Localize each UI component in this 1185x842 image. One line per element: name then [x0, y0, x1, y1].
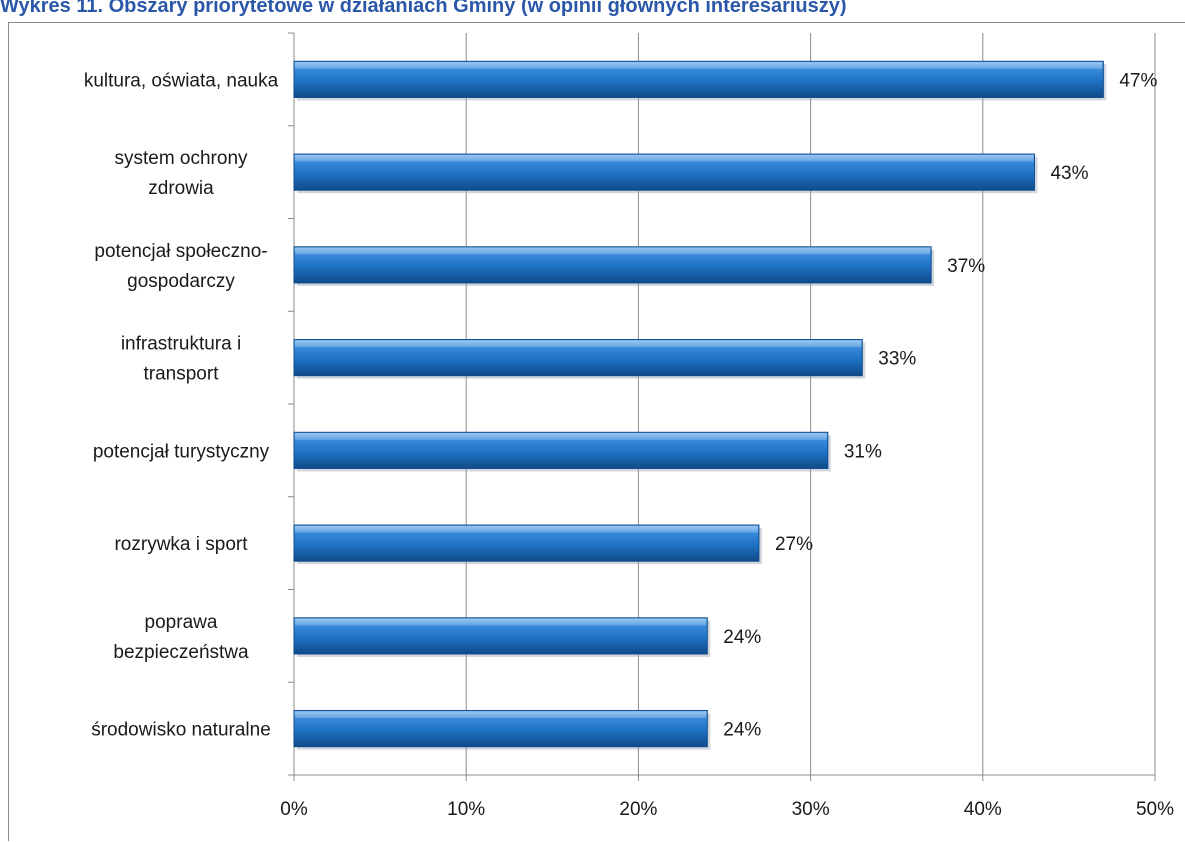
x-tick-label: 30%	[792, 799, 830, 820]
data-label: 37%	[947, 256, 985, 277]
bar-highlight	[295, 340, 862, 348]
bar-highlight	[295, 711, 707, 719]
x-tick-label: 0%	[280, 799, 308, 820]
category-label: środowisko naturalne	[91, 720, 271, 741]
bars	[293, 60, 1107, 750]
category-label: kultura, oświata, nauka	[84, 70, 279, 91]
data-label: 47%	[1119, 70, 1157, 91]
bar-chart: 0% 10% 20% 30% 40% 50% 47% kultura, oświata, na…	[84, 32, 1174, 820]
bar	[293, 710, 708, 748]
chart-title: Wykres 11. Obszary priorytetowe w działa…	[0, 0, 847, 17]
data-label: 31%	[844, 441, 882, 462]
labels: 0% 10% 20% 30% 40% 50% 47% kultura, oświata, na…	[84, 70, 1174, 820]
gridlines	[465, 33, 1156, 775]
data-label: 43%	[1050, 163, 1088, 184]
category-label: poprawa	[145, 612, 218, 633]
data-label: 24%	[723, 720, 761, 741]
category-label: rozrywka i sport	[114, 534, 248, 555]
bar-highlight	[295, 618, 707, 626]
bar-highlight	[295, 62, 1103, 69]
category-label: zdrowia	[148, 178, 214, 199]
bar-highlight	[295, 247, 931, 255]
data-label: 33%	[878, 349, 916, 370]
bar	[293, 339, 863, 377]
category-label: gospodarczy	[127, 271, 235, 292]
bar-highlight	[295, 155, 1034, 162]
bar	[293, 60, 1104, 98]
x-tick-label: 50%	[1136, 799, 1174, 820]
bar	[293, 431, 829, 469]
x-tick-label: 20%	[619, 799, 657, 820]
bar	[293, 524, 760, 562]
bar	[293, 246, 932, 284]
x-tick-label: 40%	[964, 799, 1002, 820]
bar-highlight	[295, 433, 827, 440]
chart-frame: 0% 10% 20% 30% 40% 50% 47% kultura, oświata, na…	[8, 22, 1185, 841]
data-label: 24%	[723, 627, 761, 648]
bar	[293, 153, 1035, 191]
bar	[293, 617, 708, 655]
category-label: system ochrony	[114, 148, 248, 169]
category-label: bezpieczeństwa	[113, 642, 249, 663]
data-label: 27%	[775, 534, 813, 555]
category-label: infrastruktura i	[121, 334, 241, 355]
category-label: potencjał turystyczny	[93, 441, 270, 462]
axes	[288, 32, 1156, 781]
category-label: potencjał społeczno-	[94, 241, 267, 262]
bar-highlight	[295, 526, 758, 533]
x-tick-label: 10%	[447, 799, 485, 820]
category-label: transport	[144, 364, 220, 385]
